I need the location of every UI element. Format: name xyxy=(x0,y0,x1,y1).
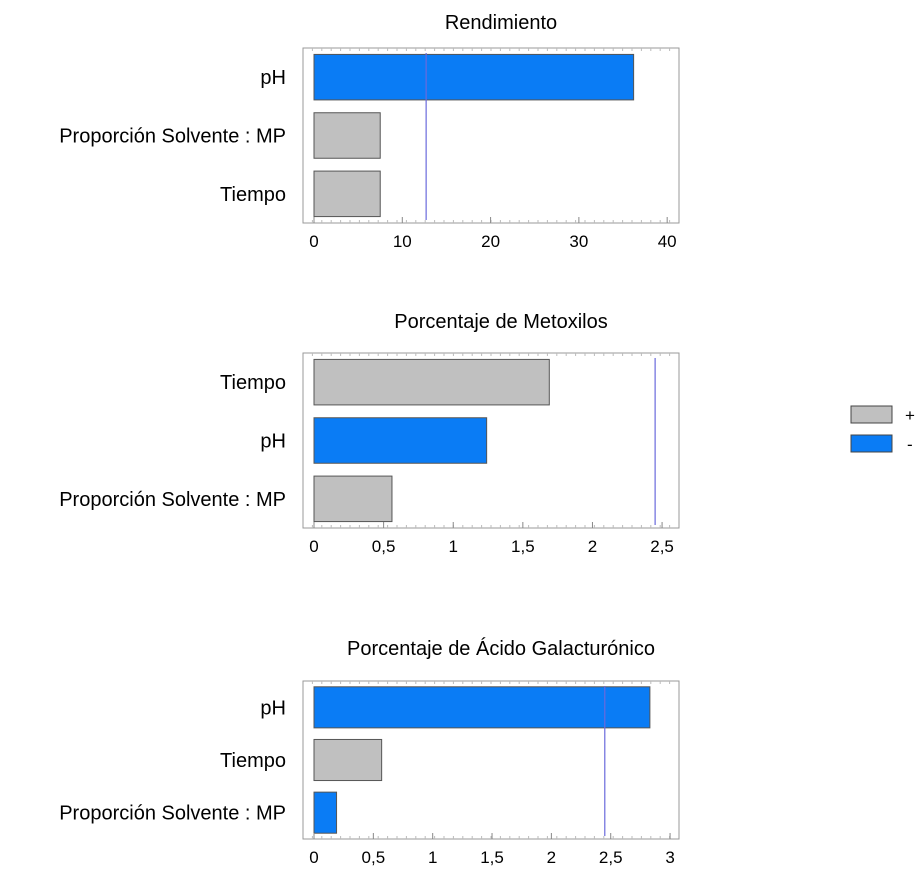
bar xyxy=(313,53,635,101)
x-tick-label: 20 xyxy=(481,232,500,251)
bar xyxy=(313,475,393,523)
x-tick-label: 2 xyxy=(588,537,597,556)
x-tick-label: 2,5 xyxy=(650,537,674,556)
legend: + - xyxy=(850,405,915,454)
category-label: Proporción Solvente : MP xyxy=(59,803,286,825)
bar xyxy=(313,686,651,729)
x-tick-label: 30 xyxy=(569,232,588,251)
bar xyxy=(313,791,338,834)
category-label: pH xyxy=(260,431,286,453)
category-label: Tiempo xyxy=(220,372,286,394)
chart-3: Porcentaje de Ácido Galacturónico pH Tiemp… xyxy=(59,637,680,867)
x-tick-label: 1,5 xyxy=(480,848,504,867)
x-tick-label: 10 xyxy=(393,232,412,251)
legend-label-positive: + xyxy=(905,406,915,425)
category-label: Proporción Solvente : MP xyxy=(59,489,286,511)
x-tick-label: 1 xyxy=(428,848,437,867)
bar xyxy=(313,112,381,159)
chart-title: Porcentaje de Metoxilos xyxy=(394,311,607,333)
x-tick-label: 0,5 xyxy=(362,848,386,867)
x-tick-label: 1 xyxy=(448,537,457,556)
x-tick-label: 0 xyxy=(309,848,318,867)
legend-swatch-negative xyxy=(850,434,893,453)
category-label: Tiempo xyxy=(220,184,286,206)
x-tick-label: 1,5 xyxy=(511,537,535,556)
chart-title: Rendimiento xyxy=(445,12,557,34)
chart-title: Porcentaje de Ácido Galacturónico xyxy=(347,637,655,660)
bar xyxy=(313,738,383,782)
category-label: Proporción Solvente : MP xyxy=(59,126,286,148)
chart-1: Rendimiento pH Proporción Solvente : MP Tie… xyxy=(59,12,680,251)
category-label: Tiempo xyxy=(220,750,286,772)
bar xyxy=(313,170,381,218)
bar xyxy=(313,417,488,464)
x-tick-label: 0 xyxy=(309,232,318,251)
legend-swatch-positive xyxy=(850,405,893,424)
x-tick-label: 0,5 xyxy=(372,537,396,556)
x-tick-label: 40 xyxy=(658,232,677,251)
x-tick-label: 2 xyxy=(547,848,556,867)
legend-label-negative: - xyxy=(907,435,913,454)
category-label: pH xyxy=(260,697,286,719)
x-tick-label: 2,5 xyxy=(599,848,623,867)
chart-2: Porcentaje de Metoxilos Tiempo pH Proporció… xyxy=(59,311,680,556)
category-label: pH xyxy=(260,67,286,89)
x-tick-label: 0 xyxy=(309,537,318,556)
x-tick-label: 3 xyxy=(665,848,674,867)
bar xyxy=(313,358,550,406)
